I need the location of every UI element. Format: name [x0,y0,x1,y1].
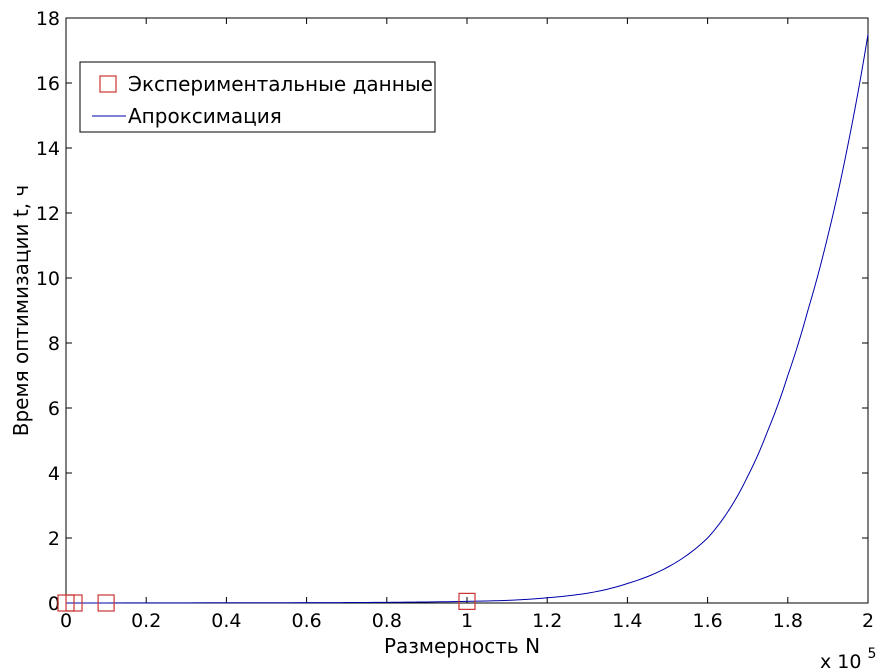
x-tick-label: 0 [60,610,72,632]
y-axis: 0 2 4 6 8 10 12 14 16 18 [36,8,868,615]
x-multiplier-base: x 10 [820,651,861,670]
y-tick-label: 2 [48,528,60,550]
y-tick-label: 6 [48,398,60,420]
experimental-point [65,594,83,612]
y-axis-label: Время оптимизации t, ч [9,185,33,436]
x-axis: 0 0.2 0.4 0.6 0.8 1 1.2 1.4 1.6 1.8 2 [60,18,874,632]
y-tick-label: 18 [36,8,60,30]
x-tick-label: 1.2 [532,610,562,632]
x-tick-label: 1 [461,610,473,632]
legend-marker-experimental [99,75,117,93]
x-axis-multiplier: x 10 5 [820,646,876,670]
x-tick-label: 1.6 [692,610,722,632]
x-axis-label: Размерность N [384,634,540,658]
x-tick-label: 0.8 [372,610,402,632]
y-tick-label: 16 [36,73,60,95]
y-tick-label: 0 [48,593,60,615]
y-tick-label: 14 [36,138,60,160]
x-tick-label: 0.4 [211,610,241,632]
y-tick-label: 10 [36,268,60,290]
x-multiplier-exponent: 5 [868,646,876,662]
y-tick-label: 12 [36,203,60,225]
experimental-point [458,592,476,610]
experimental-point [97,594,115,612]
x-tick-label: 0.6 [291,610,321,632]
x-tick-label: 0.2 [131,610,161,632]
x-tick-label: 1.8 [773,610,803,632]
y-tick-label: 4 [48,463,60,485]
legend-box [79,61,436,133]
x-tick-label: 2 [862,610,874,632]
x-tick-label: 1.4 [612,610,642,632]
legend-label-approximation: Апроксимация [128,104,282,128]
approximation-line [65,34,869,604]
legend: Экспериментальные данные Апроксимация [79,61,436,133]
legend-label-experimental: Экспериментальные данные [128,72,433,96]
y-tick-label: 8 [48,333,60,355]
series-layer [57,34,869,612]
